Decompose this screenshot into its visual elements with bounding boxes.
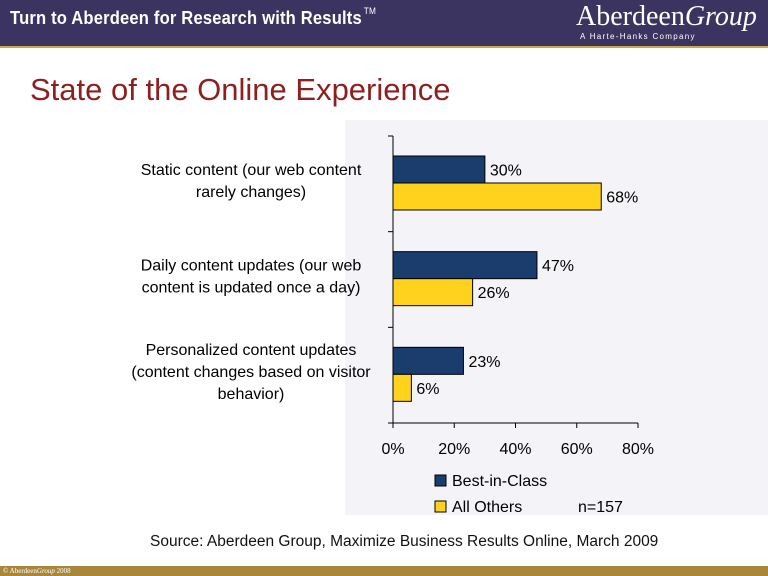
x-tick-label-5: 80% xyxy=(622,441,654,458)
x-tick-label-3: 40% xyxy=(499,441,531,458)
category-label-2-line-2: content is updated once a day) xyxy=(142,280,361,297)
logo-subtitle: A Harte-Hanks Company xyxy=(580,32,696,41)
slide-title: State of the Online Experience xyxy=(30,72,451,107)
category-label-3-line-1: Personalized content updates xyxy=(146,342,357,359)
data-label-best-in-class-3: 23% xyxy=(468,354,500,371)
bar-best-in-class-3 xyxy=(392,346,464,375)
copyright-text: © AberdeenGroup 2008 xyxy=(3,567,71,575)
data-label-all-others-1: 68% xyxy=(606,190,638,207)
aberdeen-logo: AberdeenGroup A Harte-Hanks Company xyxy=(576,1,757,42)
legend-swatch-best-in-class xyxy=(434,474,447,487)
x-tick-label-4: 60% xyxy=(561,441,593,458)
header-bar: Turn to Aberdeen for Research with Resul… xyxy=(0,0,768,48)
bar-all-others-2 xyxy=(392,278,474,307)
data-label-best-in-class-1: 30% xyxy=(490,163,522,180)
category-label-2-line-1: Daily content updates (our web xyxy=(141,258,362,275)
x-tick-label-2: 20% xyxy=(438,441,470,458)
category-label-3-line-2: (content changes based on visitor xyxy=(131,364,371,381)
bar-best-in-class-2 xyxy=(392,251,538,280)
bar-best-in-class-1 xyxy=(392,155,486,184)
category-label-3-line-3: behavior) xyxy=(218,386,285,403)
bar-all-others-3 xyxy=(392,373,412,402)
category-label-1-line-2: rarely changes) xyxy=(196,184,306,201)
footer-bar: © AberdeenGroup 2008 xyxy=(0,566,768,576)
logo-word-group: Group xyxy=(684,1,757,32)
bar-all-others-1 xyxy=(392,182,602,211)
header-tagline: Turn to Aberdeen for Research with Resul… xyxy=(10,6,377,28)
source-note: Source: Aberdeen Group, Maximize Busines… xyxy=(150,533,659,550)
legend-label-best-in-class: Best-in-Class xyxy=(452,473,547,490)
logo-word-aberdeen: Aberdeen xyxy=(576,1,685,32)
data-label-all-others-3: 6% xyxy=(416,381,439,398)
legend-swatch-all-others xyxy=(434,500,447,513)
category-label-1-line-1: Static content (our web content xyxy=(141,162,362,179)
sample-size-note: n=157 xyxy=(578,499,623,516)
legend-label-all-others: All Others xyxy=(452,499,522,516)
data-label-all-others-2: 26% xyxy=(478,285,510,302)
x-tick-label-1: 0% xyxy=(381,441,404,458)
data-label-best-in-class-2: 47% xyxy=(542,258,574,275)
trademark-mark: TM xyxy=(363,6,377,16)
